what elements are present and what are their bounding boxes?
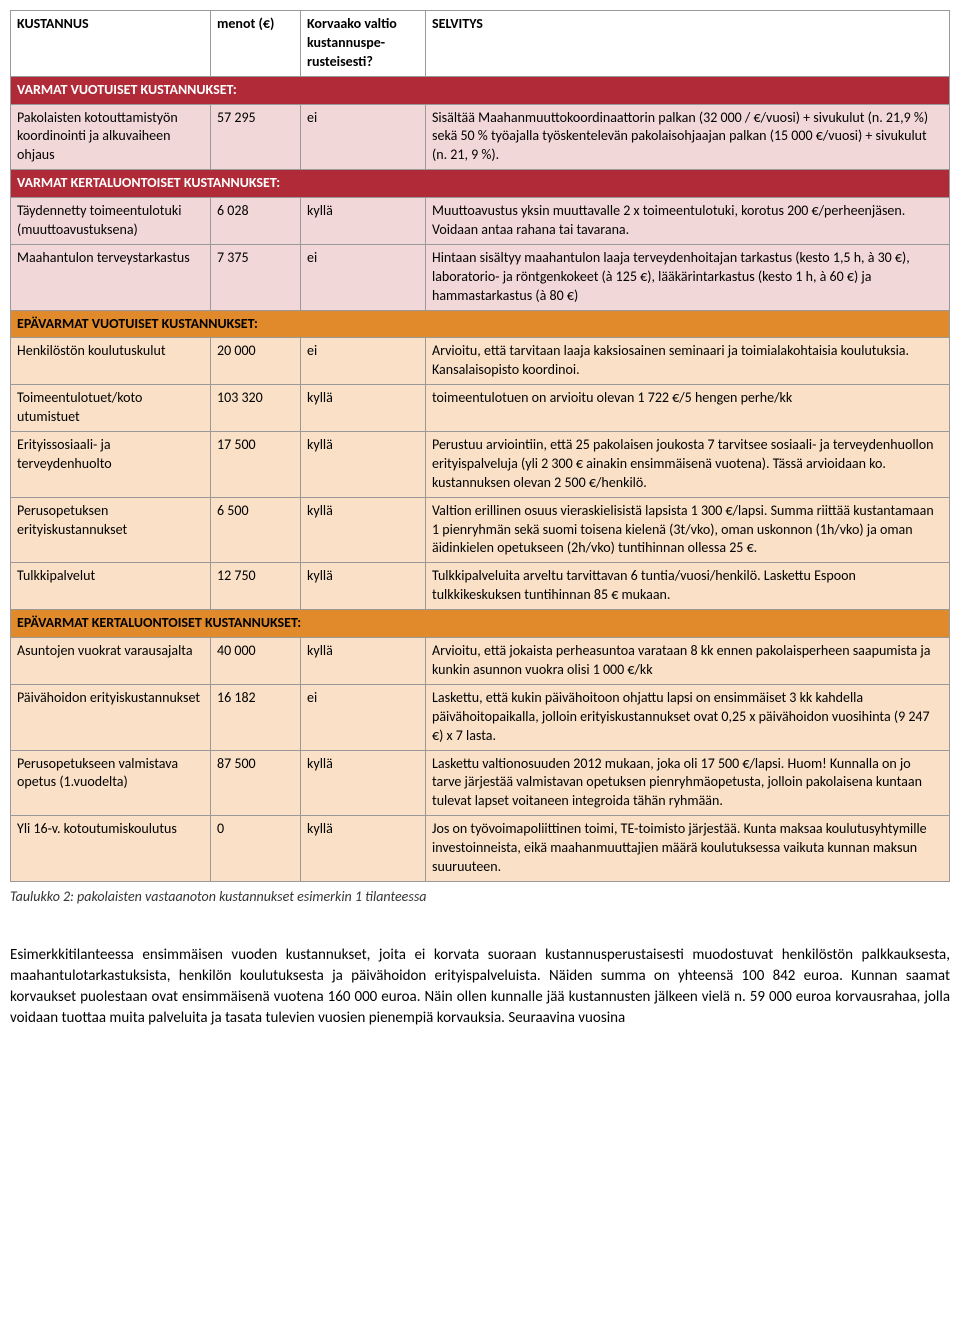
cell-menot: 20 000 [211, 338, 301, 385]
cell-kustannus: Päivähoidon erityiskustannukset [11, 684, 211, 750]
cell-korvaa: kyllä [301, 385, 426, 432]
section-title: VARMAT KERTALUONTOISET KUSTANNUKSET: [11, 170, 950, 198]
table-row: Yli 16-v. kotoutumiskoulutus0kylläJos on… [11, 816, 950, 882]
cell-korvaa: kyllä [301, 638, 426, 685]
cell-korvaa: kyllä [301, 432, 426, 498]
cell-kustannus: Erityissosiaali- ja terveydenhuolto [11, 432, 211, 498]
table-header-row: KUSTANNUS menot (€) Korvaako valtio kust… [11, 11, 950, 77]
col-header-kustannus: KUSTANNUS [11, 11, 211, 77]
cell-kustannus: Asuntojen vuokrat varausajalta [11, 638, 211, 685]
cost-table: KUSTANNUS menot (€) Korvaako valtio kust… [10, 10, 950, 882]
cell-menot: 6 500 [211, 497, 301, 563]
table-row: Toimeentulotuet/koto utumistuet103 320ky… [11, 385, 950, 432]
table-row: Täydennetty toimeentulotuki (muuttoavust… [11, 198, 950, 245]
cell-kustannus: Pakolaisten kotouttamistyön koordinointi… [11, 104, 211, 170]
table-row: Perusopetukseen valmistava opetus (1.vuo… [11, 750, 950, 816]
section-header-row: VARMAT KERTALUONTOISET KUSTANNUKSET: [11, 170, 950, 198]
cell-menot: 57 295 [211, 104, 301, 170]
table-row: Pakolaisten kotouttamistyön koordinointi… [11, 104, 950, 170]
cell-kustannus: Henkilöstön koulutuskulut [11, 338, 211, 385]
col-header-korvaa: Korvaako valtio kustannuspe-rusteisesti? [301, 11, 426, 77]
section-header-row: EPÄVARMAT VUOTUISET KUSTANNUKSET: [11, 310, 950, 338]
col-header-selvitys: SELVITYS [426, 11, 950, 77]
cell-korvaa: kyllä [301, 816, 426, 882]
cell-selvitys: Arvioitu, että jokaista perheasuntoa var… [426, 638, 950, 685]
cell-korvaa: kyllä [301, 198, 426, 245]
cell-menot: 7 375 [211, 244, 301, 310]
cell-menot: 40 000 [211, 638, 301, 685]
cell-kustannus: Täydennetty toimeentulotuki (muuttoavust… [11, 198, 211, 245]
cell-selvitys: Perustuu arviointiin, että 25 pakolaisen… [426, 432, 950, 498]
cell-menot: 12 750 [211, 563, 301, 610]
cell-korvaa: kyllä [301, 750, 426, 816]
cell-selvitys: Tulkkipalveluita arveltu tarvittavan 6 t… [426, 563, 950, 610]
cell-selvitys: Valtion erillinen osuus vieraskielisistä… [426, 497, 950, 563]
table-row: Tulkkipalvelut12 750kylläTulkkipalveluit… [11, 563, 950, 610]
cell-kustannus: Perusopetukseen valmistava opetus (1.vuo… [11, 750, 211, 816]
cell-menot: 87 500 [211, 750, 301, 816]
cell-korvaa: ei [301, 244, 426, 310]
section-header-row: EPÄVARMAT KERTALUONTOISET KUSTANNUKSET: [11, 610, 950, 638]
cell-menot: 17 500 [211, 432, 301, 498]
cell-selvitys: Hintaan sisältyy maahantulon laaja terve… [426, 244, 950, 310]
table-row: Perusopetuksen erityiskustannukset6 500k… [11, 497, 950, 563]
section-title: EPÄVARMAT KERTALUONTOISET KUSTANNUKSET: [11, 610, 950, 638]
cell-kustannus: Toimeentulotuet/koto utumistuet [11, 385, 211, 432]
cell-selvitys: Muuttoavustus yksin muuttavalle 2 x toim… [426, 198, 950, 245]
cell-menot: 6 028 [211, 198, 301, 245]
table-row: Henkilöstön koulutuskulut20 000eiArvioit… [11, 338, 950, 385]
table-row: Päivähoidon erityiskustannukset16 182eiL… [11, 684, 950, 750]
cell-kustannus: Yli 16-v. kotoutumiskoulutus [11, 816, 211, 882]
cell-kustannus: Perusopetuksen erityiskustannukset [11, 497, 211, 563]
cell-menot: 0 [211, 816, 301, 882]
section-title: EPÄVARMAT VUOTUISET KUSTANNUKSET: [11, 310, 950, 338]
table-row: Asuntojen vuokrat varausajalta40 000kyll… [11, 638, 950, 685]
table-caption: Taulukko 2: pakolaisten vastaanoton kust… [10, 888, 950, 905]
cell-menot: 103 320 [211, 385, 301, 432]
cell-menot: 16 182 [211, 684, 301, 750]
cell-korvaa: ei [301, 684, 426, 750]
cell-korvaa: ei [301, 338, 426, 385]
cell-selvitys: Arvioitu, että tarvitaan laaja kaksiosai… [426, 338, 950, 385]
section-title: VARMAT VUOTUISET KUSTANNUKSET: [11, 76, 950, 104]
table-row: Maahantulon terveystarkastus7 375eiHinta… [11, 244, 950, 310]
cell-korvaa: kyllä [301, 563, 426, 610]
cell-kustannus: Maahantulon terveystarkastus [11, 244, 211, 310]
table-row: Erityissosiaali- ja terveydenhuolto17 50… [11, 432, 950, 498]
cell-korvaa: ei [301, 104, 426, 170]
section-header-row: VARMAT VUOTUISET KUSTANNUKSET: [11, 76, 950, 104]
cell-selvitys: Laskettu, että kukin päivähoitoon ohjatt… [426, 684, 950, 750]
cell-selvitys: Laskettu valtionosuuden 2012 mukaan, jok… [426, 750, 950, 816]
cell-selvitys: toimeentulotuen on arvioitu olevan 1 722… [426, 385, 950, 432]
cell-kustannus: Tulkkipalvelut [11, 563, 211, 610]
cell-korvaa: kyllä [301, 497, 426, 563]
col-header-menot: menot (€) [211, 11, 301, 77]
cell-selvitys: Jos on työvoimapoliittinen toimi, TE-toi… [426, 816, 950, 882]
body-paragraph: Esimerkkitilanteessa ensimmäisen vuoden … [10, 945, 950, 1029]
cell-selvitys: Sisältää Maahanmuuttokoordinaattorin pal… [426, 104, 950, 170]
